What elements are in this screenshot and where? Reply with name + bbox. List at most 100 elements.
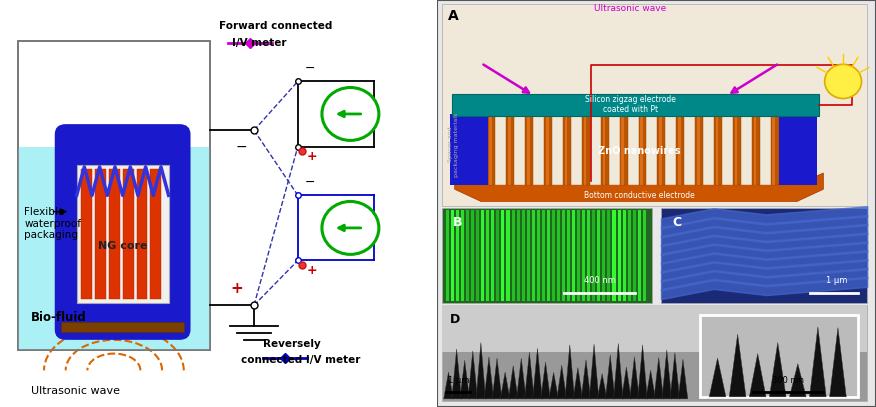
Bar bbox=[526, 116, 533, 185]
Polygon shape bbox=[678, 359, 688, 399]
Bar bbox=[488, 116, 496, 185]
Bar bbox=[619, 116, 627, 185]
Bar bbox=[607, 210, 611, 301]
Polygon shape bbox=[508, 366, 518, 399]
Circle shape bbox=[322, 88, 379, 140]
Polygon shape bbox=[638, 345, 647, 399]
Bar bbox=[603, 210, 605, 301]
Bar bbox=[481, 210, 484, 301]
Bar bbox=[541, 210, 545, 301]
Bar bbox=[497, 210, 499, 301]
Bar bbox=[643, 210, 646, 301]
Text: +: + bbox=[230, 282, 243, 296]
Text: NG core: NG core bbox=[98, 241, 147, 251]
Bar bbox=[123, 169, 134, 299]
Bar bbox=[640, 116, 643, 185]
Bar bbox=[627, 210, 631, 301]
Text: Forward connected: Forward connected bbox=[219, 22, 332, 31]
Text: −: − bbox=[305, 176, 314, 189]
Polygon shape bbox=[492, 358, 502, 399]
Text: B: B bbox=[453, 216, 462, 229]
Bar bbox=[137, 169, 147, 299]
Bar bbox=[621, 116, 624, 185]
Bar bbox=[446, 210, 449, 301]
Polygon shape bbox=[453, 94, 819, 116]
Bar bbox=[773, 116, 775, 185]
Bar bbox=[771, 116, 779, 185]
Bar bbox=[562, 210, 565, 301]
Bar bbox=[676, 116, 684, 185]
Bar bbox=[81, 169, 92, 299]
Bar bbox=[587, 210, 590, 301]
Text: 300 nm: 300 nm bbox=[773, 376, 804, 385]
Bar bbox=[658, 116, 666, 185]
Bar bbox=[76, 165, 168, 303]
Bar bbox=[508, 116, 511, 185]
Bar bbox=[61, 322, 184, 332]
Bar bbox=[527, 116, 530, 185]
Bar bbox=[623, 210, 625, 301]
Polygon shape bbox=[444, 372, 454, 399]
Bar bbox=[506, 210, 510, 301]
Polygon shape bbox=[476, 343, 485, 399]
Bar bbox=[517, 210, 519, 301]
Bar bbox=[733, 116, 741, 185]
Bar bbox=[526, 210, 530, 301]
Bar bbox=[109, 169, 120, 299]
Polygon shape bbox=[573, 368, 583, 399]
Bar bbox=[442, 305, 867, 352]
Bar bbox=[618, 210, 620, 301]
Polygon shape bbox=[460, 360, 470, 399]
Text: Bio-fluid: Bio-fluid bbox=[31, 311, 87, 324]
Polygon shape bbox=[565, 345, 575, 399]
Bar bbox=[557, 210, 560, 301]
Bar bbox=[461, 210, 464, 301]
Polygon shape bbox=[622, 367, 632, 399]
Bar bbox=[678, 116, 681, 185]
Bar bbox=[471, 210, 474, 301]
Polygon shape bbox=[581, 360, 590, 399]
Bar bbox=[603, 116, 605, 185]
Bar bbox=[544, 116, 552, 185]
Polygon shape bbox=[597, 374, 607, 399]
Text: 1 μm: 1 μm bbox=[448, 376, 469, 385]
Bar bbox=[18, 147, 210, 350]
Polygon shape bbox=[830, 328, 846, 397]
Text: ZnO nanowires: ZnO nanowires bbox=[597, 146, 681, 155]
Text: Reversely: Reversely bbox=[263, 339, 321, 349]
Bar bbox=[481, 185, 797, 201]
Bar bbox=[701, 315, 858, 397]
Text: 400 nm: 400 nm bbox=[583, 276, 616, 285]
Bar bbox=[521, 210, 525, 301]
Bar bbox=[735, 116, 738, 185]
Polygon shape bbox=[710, 358, 726, 397]
Polygon shape bbox=[605, 355, 615, 399]
Bar bbox=[632, 210, 636, 301]
Text: +: + bbox=[307, 150, 317, 163]
Bar bbox=[442, 305, 867, 401]
Bar bbox=[506, 116, 514, 185]
Polygon shape bbox=[613, 344, 623, 399]
Text: Silicon zigzag electrode
coated with Pt: Silicon zigzag electrode coated with Pt bbox=[585, 95, 675, 114]
Text: Bottom conductive electrode: Bottom conductive electrode bbox=[583, 191, 695, 200]
Polygon shape bbox=[548, 372, 559, 399]
Bar bbox=[151, 169, 161, 299]
Text: Ultrasonic wave: Ultrasonic wave bbox=[31, 386, 120, 396]
Polygon shape bbox=[653, 357, 663, 399]
Bar bbox=[563, 116, 571, 185]
Text: A: A bbox=[449, 9, 459, 23]
Polygon shape bbox=[769, 343, 786, 397]
Polygon shape bbox=[730, 334, 746, 397]
Bar bbox=[697, 116, 700, 185]
Text: C: C bbox=[672, 216, 681, 229]
Bar bbox=[532, 210, 534, 301]
Bar bbox=[547, 210, 550, 301]
Polygon shape bbox=[468, 351, 477, 399]
Polygon shape bbox=[525, 352, 534, 399]
Bar bbox=[597, 210, 600, 301]
Bar bbox=[546, 116, 548, 185]
Polygon shape bbox=[646, 370, 655, 399]
Bar bbox=[661, 208, 867, 303]
Polygon shape bbox=[662, 350, 672, 399]
Bar bbox=[491, 210, 494, 301]
